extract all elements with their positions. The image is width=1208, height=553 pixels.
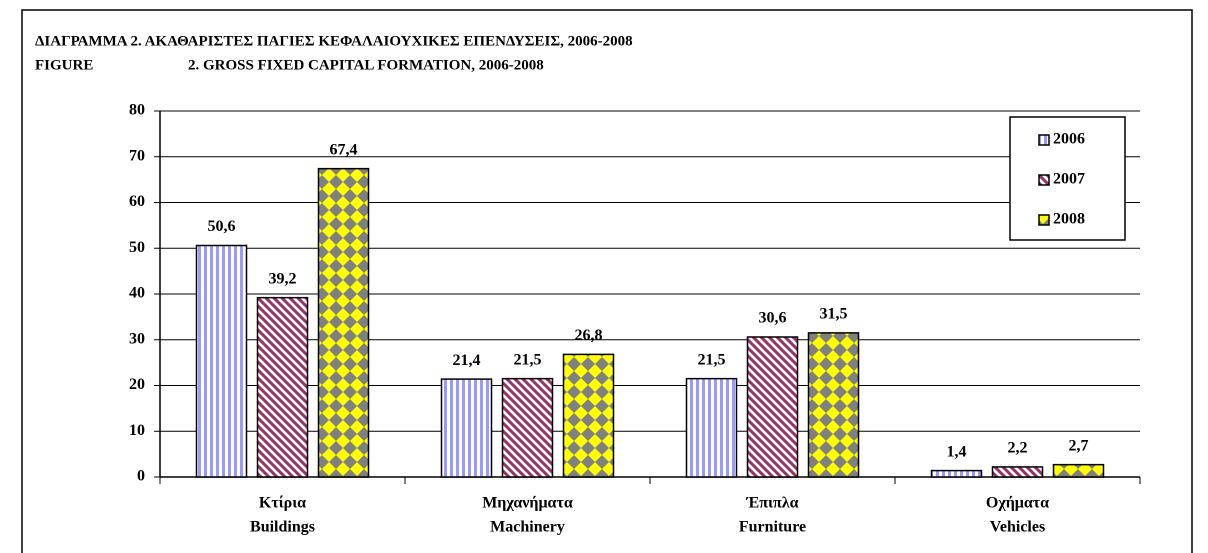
bar: [440, 378, 493, 478]
bar: [746, 336, 799, 478]
bar: [501, 377, 554, 478]
value-label: 2,2: [1008, 440, 1028, 457]
x-tick-label: Οχήματα: [986, 495, 1049, 512]
value-label: 21,4: [453, 352, 481, 369]
y-tick-label: 10: [129, 422, 145, 439]
value-label: 31,5: [820, 306, 848, 323]
y-tick-label: 80: [129, 102, 145, 119]
bar: [1052, 463, 1105, 478]
x-tick-label: Vehicles: [990, 519, 1045, 536]
y-tick-label: 20: [129, 376, 145, 393]
bar: [317, 167, 370, 478]
legend-label: 2007: [1053, 171, 1085, 188]
value-label: 1,4: [947, 443, 967, 460]
frame: [21, 9, 1193, 553]
value-label: 21,5: [514, 351, 542, 368]
legend-label: 2006: [1053, 131, 1085, 148]
x-tick-label: Machinery: [490, 519, 565, 536]
bar: [256, 296, 309, 478]
y-tick-label: 70: [129, 147, 145, 164]
y-tick-label: 30: [129, 330, 145, 347]
x-tick-label: Μηχανήματα: [482, 495, 573, 512]
bar: [807, 332, 860, 478]
value-label: 26,8: [575, 327, 603, 344]
y-tick-label: 0: [137, 468, 145, 485]
chart-subtitle: 2. GROSS FIXED CAPITAL FORMATION, 2006-2…: [188, 57, 544, 73]
value-label: 2,7: [1069, 437, 1089, 454]
legend: [1009, 116, 1126, 241]
x-tick-label: Buildings: [250, 519, 315, 536]
bar: [685, 377, 738, 478]
y-tick-label: 40: [129, 285, 145, 302]
value-label: 39,2: [269, 270, 297, 287]
legend-swatch: [1038, 134, 1050, 146]
bar: [991, 466, 1044, 478]
value-label: 50,6: [208, 218, 236, 235]
bar: [562, 353, 615, 478]
chart-subtitle: FIGURE: [35, 57, 93, 73]
value-label: 21,5: [698, 351, 726, 368]
y-tick-label: 60: [129, 193, 145, 210]
x-tick-label: Κτίρια: [259, 495, 306, 512]
y-tick-label: 50: [129, 239, 145, 256]
chart-title: ΔΙΑΓΡΑΜΜΑ 2. ΑΚΑΘΑΡΙΣΤΕΣ ΠΑΓΙΕΣ ΚΕΦΑΛΑΙΟ…: [35, 33, 633, 49]
legend-swatch: [1038, 174, 1050, 186]
value-label: 67,4: [330, 141, 358, 158]
x-tick-label: Furniture: [739, 519, 806, 536]
legend-swatch: [1038, 214, 1050, 226]
legend-label: 2008: [1053, 211, 1085, 228]
x-tick-label: Έπιπλα: [745, 495, 798, 512]
value-label: 30,6: [759, 310, 787, 327]
bar: [930, 469, 983, 478]
bar: [195, 244, 248, 478]
